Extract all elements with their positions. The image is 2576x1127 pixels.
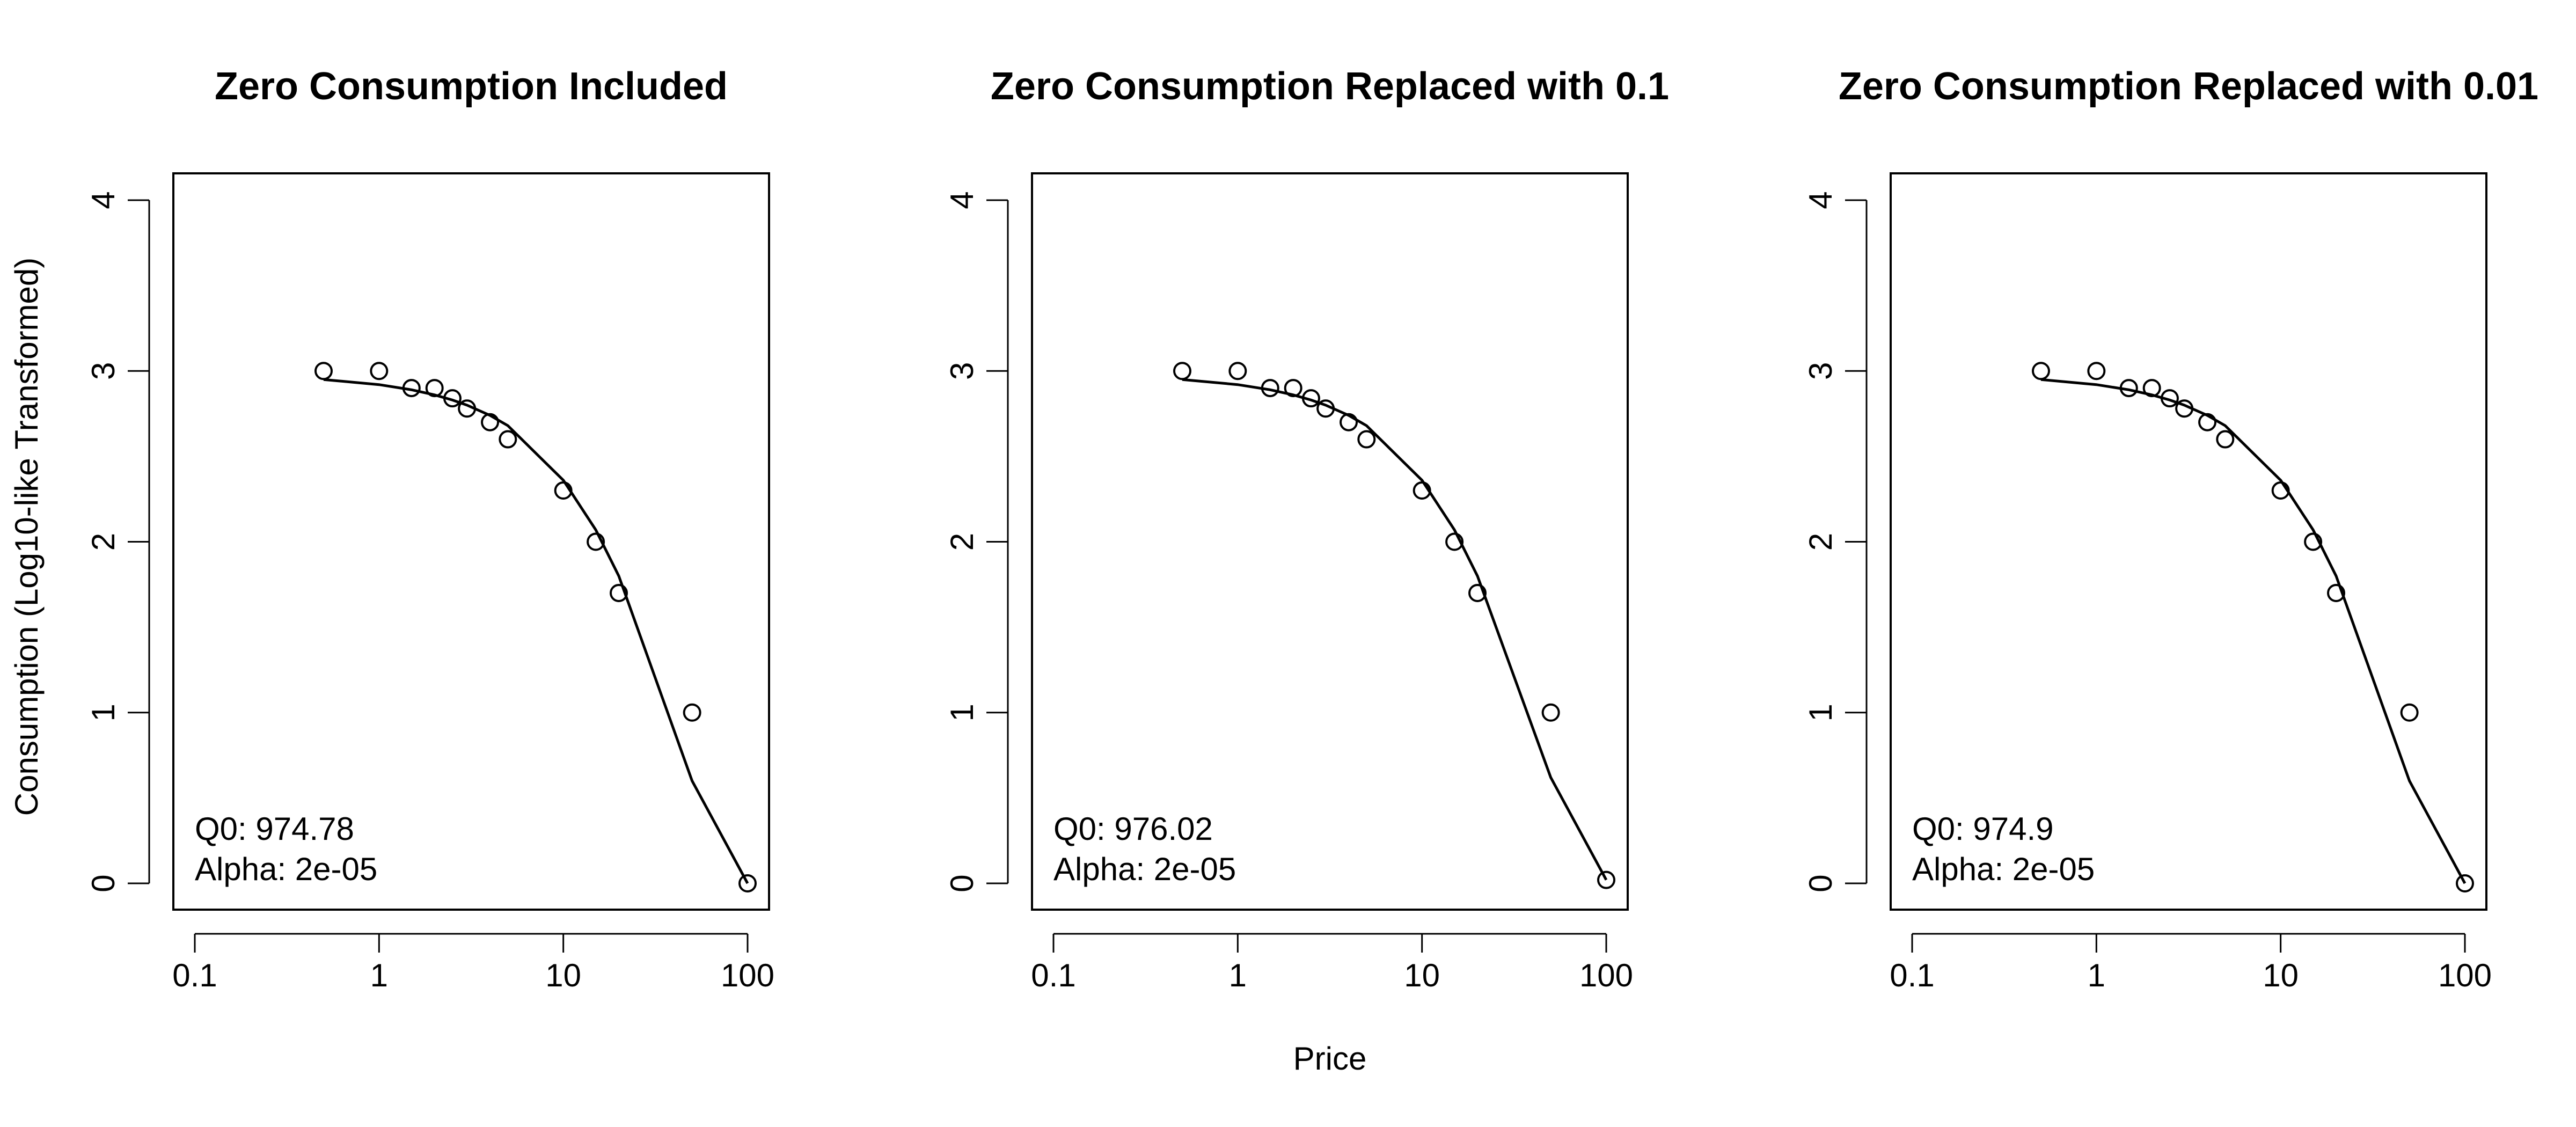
fit-line <box>323 378 749 884</box>
x-tick-label: 100 <box>2438 957 2492 993</box>
data-point <box>2271 481 2290 500</box>
x-tick-label: 10 <box>2263 957 2299 993</box>
x-tick-label: 1 <box>2088 957 2105 993</box>
data-point <box>2160 389 2179 408</box>
alpha-annotation: Alpha: 2e-05 <box>1053 851 1236 887</box>
data-point <box>443 389 462 408</box>
data-point <box>1468 583 1487 602</box>
x-tick-label: 1 <box>370 957 388 993</box>
plot-frame <box>1031 172 1629 911</box>
y-tick-label: 3 <box>1803 362 1839 380</box>
data-point <box>1261 379 1279 398</box>
data-point <box>2400 703 2419 722</box>
data-point <box>1340 413 1358 431</box>
data-point <box>1316 399 1335 418</box>
x-tick-label: 10 <box>1404 957 1440 993</box>
q0-annotation: Q0: 976.02 <box>1053 811 1213 847</box>
y-tick-label: 3 <box>944 362 980 380</box>
data-point <box>1445 532 1464 551</box>
panel-title: Zero Consumption Replaced with 0.1 <box>991 65 1669 108</box>
x-tick-label: 100 <box>721 957 774 993</box>
q0-annotation: Q0: 974.78 <box>195 811 354 847</box>
y-tick-label: 4 <box>1803 191 1839 209</box>
panel-3: Zero Consumption Replaced with 0.01 0 1 2 3 4… <box>1803 65 2538 993</box>
y-tick-label: 0 <box>85 874 121 892</box>
alpha-annotation: Alpha: 2e-05 <box>195 851 377 887</box>
data-point <box>2216 430 2235 449</box>
data-point <box>481 413 500 431</box>
data-point <box>1541 703 1560 722</box>
panel-title: Zero Consumption Replaced with 0.01 <box>1839 65 2538 108</box>
data-point <box>587 532 605 551</box>
fit-line <box>1182 378 1608 881</box>
data-point <box>2142 379 2161 398</box>
data-point <box>683 703 701 722</box>
data-point <box>499 430 517 449</box>
data-point <box>2175 399 2194 418</box>
y-tick-label: 3 <box>85 362 121 380</box>
x-tick-label: 100 <box>1579 957 1633 993</box>
data-point <box>2198 413 2217 431</box>
data-point <box>425 379 444 398</box>
x-tick-label: 10 <box>545 957 581 993</box>
data-point <box>370 362 389 380</box>
data-point <box>1413 481 1431 500</box>
data-point <box>738 874 757 892</box>
data-point <box>1357 430 1376 449</box>
x-tick-label: 1 <box>1229 957 1247 993</box>
panel-1: Zero Consumption Included 0 1 2 3 4 0.1 1 10 100 Q… <box>85 65 774 993</box>
y-tick-label: 1 <box>944 704 980 721</box>
alpha-annotation: Alpha: 2e-05 <box>1912 851 2095 887</box>
y-tick-label: 2 <box>944 533 980 551</box>
data-point <box>458 399 477 418</box>
data-point <box>314 362 333 380</box>
x-axis-title: Price <box>1293 1041 1367 1077</box>
y-tick-label: 2 <box>1803 533 1839 551</box>
y-tick-label: 1 <box>85 704 121 721</box>
x-tick-label: 0.1 <box>1890 957 1934 993</box>
x-tick-label: 0.1 <box>172 957 217 993</box>
data-point <box>1597 870 1615 889</box>
data-point <box>2456 874 2474 892</box>
y-tick-label: 1 <box>1803 704 1839 721</box>
y-tick-label: 0 <box>1803 874 1839 892</box>
data-point <box>1301 389 1320 408</box>
x-tick-label: 0.1 <box>1031 957 1075 993</box>
plot-frame <box>1890 172 2487 911</box>
data-point <box>402 379 421 398</box>
panel-2: Zero Consumption Replaced with 0.1 0 1 2 3 4 0… <box>944 65 1669 993</box>
fit-line <box>2040 378 2467 884</box>
panel-title: Zero Consumption Included <box>215 65 728 108</box>
data-point <box>2304 532 2323 551</box>
y-tick-label: 2 <box>85 533 121 551</box>
y-tick-label: 4 <box>944 191 980 209</box>
data-point <box>2327 583 2346 602</box>
data-point <box>1173 362 1191 380</box>
plot-frame <box>172 172 770 911</box>
y-axis-title: Consumption (Log10-like Transformed) <box>9 258 45 816</box>
y-tick-label: 0 <box>944 874 980 892</box>
data-point <box>1284 379 1302 398</box>
data-point <box>2031 362 2050 380</box>
q0-annotation: Q0: 974.9 <box>1912 811 2054 847</box>
data-point <box>2087 362 2106 380</box>
data-point <box>1228 362 1247 380</box>
data-point <box>2119 379 2138 398</box>
data-point <box>554 481 573 500</box>
data-point <box>610 583 628 602</box>
y-tick-label: 4 <box>85 191 121 209</box>
